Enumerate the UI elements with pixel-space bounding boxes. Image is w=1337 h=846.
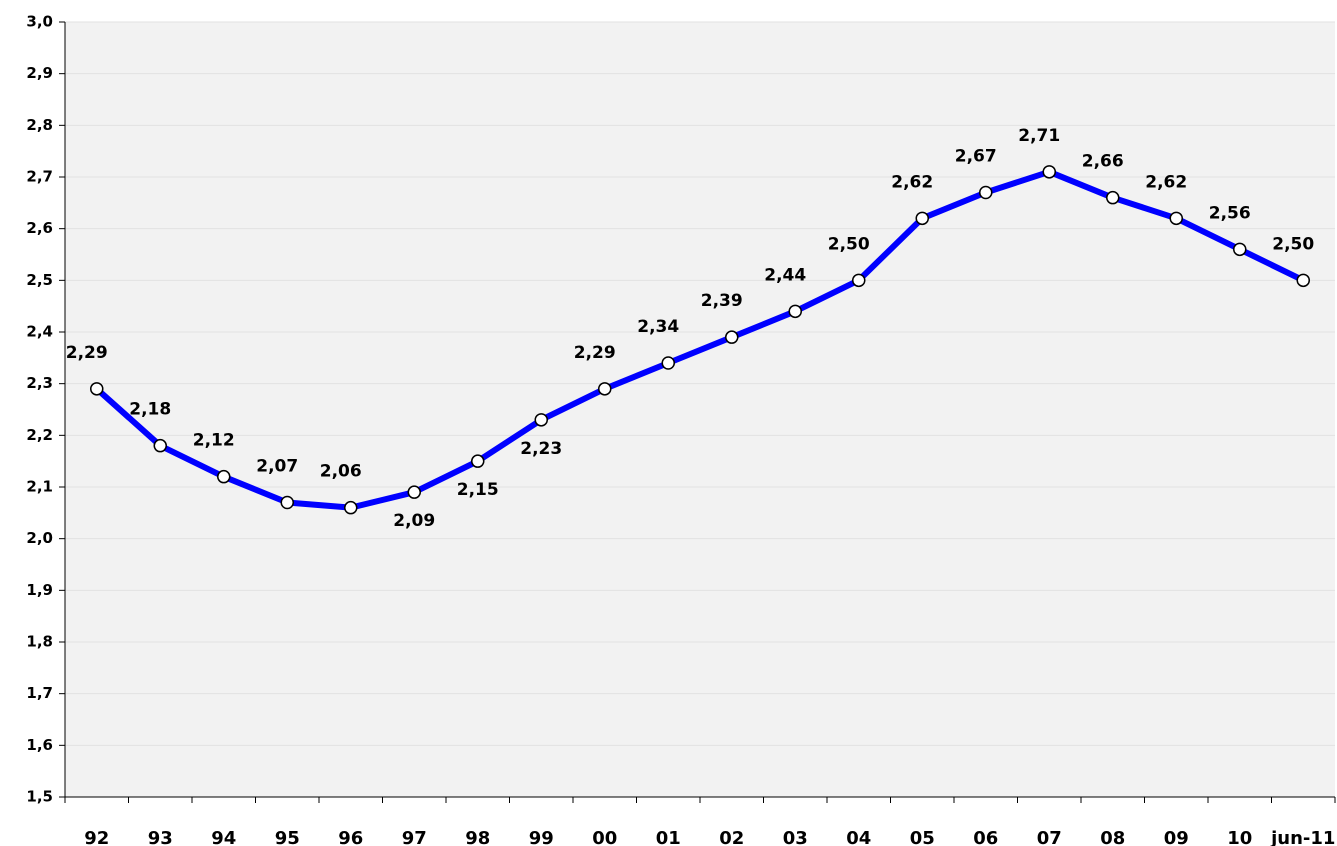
marker [344,500,358,515]
x-tick-label: 07 [1037,828,1062,846]
marker [534,413,548,427]
y-tick-label: 1,6 [26,736,53,754]
marker [1233,242,1247,257]
data-label: 2,71 [1018,126,1060,146]
data-label: 2,50 [1272,234,1314,254]
data-label: 2,06 [320,462,362,482]
x-tick-label: 01 [656,828,681,846]
marker [1106,190,1120,205]
y-tick-label: 2,4 [26,323,53,341]
y-tick-label: 2,6 [26,219,53,237]
x-tick-label: 95 [275,828,300,846]
marker [407,485,421,499]
x-tick-label: 09 [1164,828,1189,846]
y-tick-label: 1,7 [26,684,53,702]
y-tick-label: 2,0 [26,529,53,547]
marker [788,304,802,319]
data-label: 2,15 [457,480,499,500]
marker [1296,273,1310,288]
x-tick-label: 08 [1100,828,1125,846]
x-tick-label: 06 [973,828,998,846]
y-tick-label: 2,1 [26,478,53,496]
data-label: 2,07 [256,457,298,477]
y-tick-label: 2,8 [26,116,53,134]
marker [217,469,231,484]
x-tick-label: 02 [719,828,744,846]
marker [598,382,612,396]
plot-area [65,22,1335,797]
data-label: 2,29 [574,343,616,363]
marker [915,211,929,226]
data-label: 2,09 [393,511,435,531]
marker [90,382,104,396]
x-tick-label: 92 [84,828,109,846]
data-label: 2,34 [637,317,679,337]
y-tick-label: 2,5 [26,271,53,289]
data-label: 2,66 [1082,152,1124,172]
marker [280,495,294,510]
x-tick-label: 97 [402,828,427,846]
marker [1042,165,1056,179]
y-tick-label: 2,3 [26,374,53,392]
y-tick-label: 2,9 [26,64,53,82]
data-label: 2,62 [891,172,933,192]
marker [1169,211,1183,226]
data-label: 2,39 [701,291,743,311]
data-label: 2,50 [828,234,870,254]
y-tick-label: 2,2 [26,426,53,444]
x-tick-label: 98 [465,828,490,846]
x-tick-label: 10 [1227,828,1252,846]
x-tick-label: 93 [148,828,173,846]
marker [661,356,675,370]
data-label: 2,29 [66,343,108,363]
x-tick-label: jun-11 [1270,828,1335,846]
data-label: 2,62 [1145,172,1187,192]
x-tick-label: 03 [783,828,808,846]
data-label: 2,23 [520,439,562,459]
marker [725,330,739,344]
x-tick-label: 99 [529,828,554,846]
data-label: 2,12 [193,431,235,451]
y-tick-label: 1,8 [26,633,53,651]
data-label: 2,44 [764,265,806,285]
x-tick-label: 05 [910,828,935,846]
marker [979,185,993,200]
data-label: 2,67 [955,147,997,167]
marker [471,454,485,468]
x-tick-label: 00 [592,828,617,846]
y-tick-label: 1,9 [26,581,53,599]
line [94,168,1305,511]
marker [153,438,167,453]
data-label: 2,56 [1209,203,1251,223]
y-tick-label: 1,5 [26,788,53,806]
y-tick-label: 2,7 [26,168,53,186]
x-tick-label: 96 [338,828,363,846]
x-tick-label: 94 [211,828,236,846]
marker [852,273,866,288]
y-tick-label: 3,0 [26,13,53,31]
data-label: 2,18 [129,400,171,420]
x-tick-label: 04 [846,828,871,846]
